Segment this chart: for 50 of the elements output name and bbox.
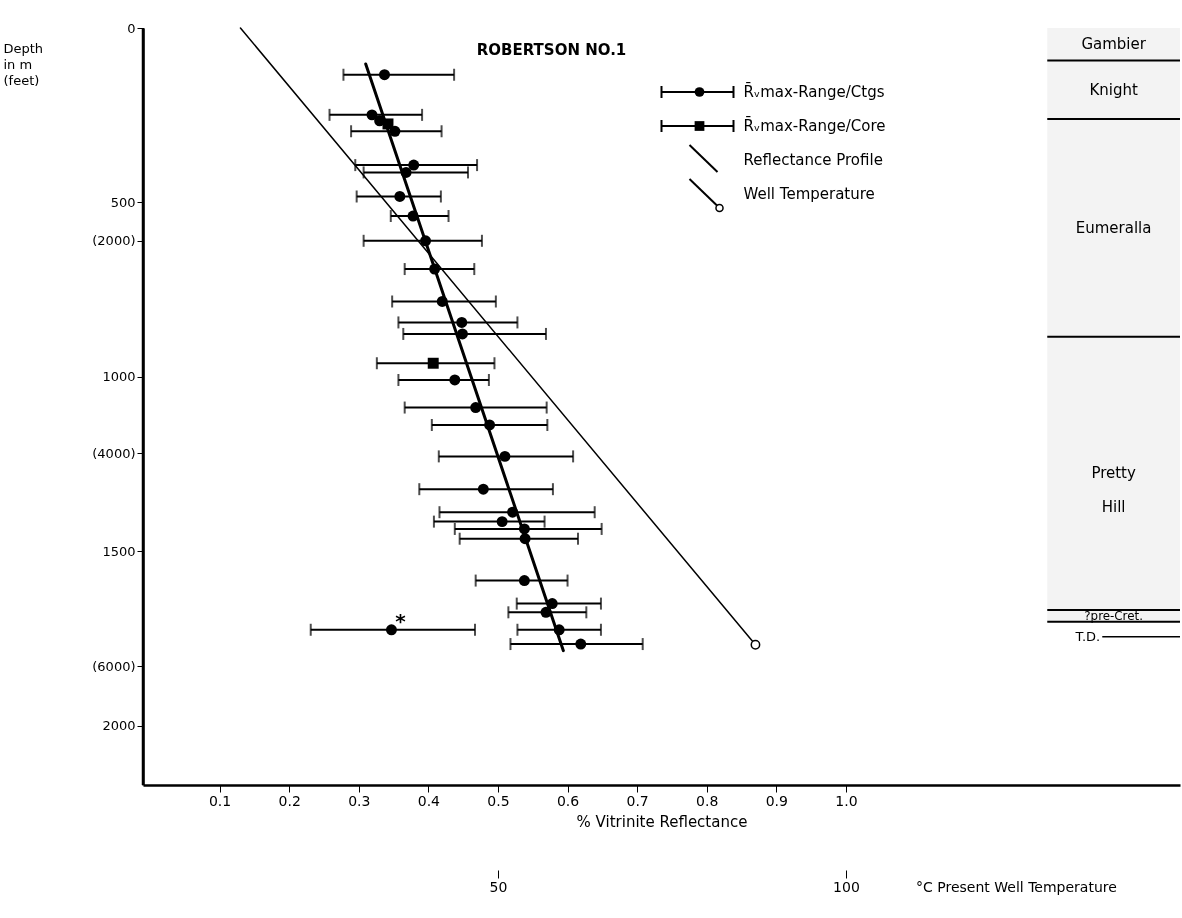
x-tick-label: 0.6 bbox=[556, 792, 580, 809]
x-tick-label: 0.1 bbox=[208, 792, 232, 809]
point bbox=[449, 374, 461, 386]
point bbox=[499, 450, 511, 462]
point bbox=[427, 357, 439, 369]
point bbox=[379, 69, 390, 81]
point bbox=[518, 575, 530, 587]
x-tick-label: 1.0 bbox=[835, 792, 858, 809]
x-tick-label: 0.8 bbox=[696, 792, 719, 809]
point bbox=[408, 159, 420, 171]
y2-axis-title: Depth in m (feet) bbox=[3, 40, 44, 88]
x-tick-label: 0.4 bbox=[417, 792, 441, 809]
legend-label: R̄ᵥmax-Range/Core bbox=[743, 116, 886, 135]
ref-line-label: T.D. bbox=[1074, 628, 1101, 644]
point bbox=[394, 191, 406, 202]
annotation: * bbox=[395, 608, 407, 633]
legend-label: Well Temperature bbox=[743, 185, 875, 203]
y-tick-label: 2000 bbox=[102, 718, 136, 734]
band-label: Pretty Hill bbox=[1091, 464, 1136, 517]
band-label: Eumeralla bbox=[1075, 218, 1152, 237]
band-label: Gambier bbox=[1081, 35, 1147, 54]
y2-tick-label: (2000) bbox=[92, 233, 136, 249]
x-tick-label: 0.2 bbox=[278, 792, 301, 809]
x2-tick-label: 100 bbox=[833, 878, 860, 895]
point bbox=[456, 328, 468, 340]
point bbox=[496, 516, 508, 528]
legend-label: Reflectance Profile bbox=[743, 151, 883, 169]
point bbox=[456, 316, 468, 328]
point bbox=[366, 109, 378, 121]
band-label: ?pre-Cret. bbox=[1084, 608, 1143, 623]
y2-tick-label: (6000) bbox=[92, 658, 136, 674]
y-tick-label: 1500 bbox=[102, 543, 136, 559]
text: ROBERTSON NO.1 bbox=[476, 41, 627, 59]
y-tick-label: 1000 bbox=[102, 369, 136, 385]
x-tick-label: 0.5 bbox=[487, 792, 510, 809]
point bbox=[470, 402, 482, 414]
x2-tick-label: 50 bbox=[489, 878, 508, 895]
point bbox=[477, 483, 489, 495]
y-tick-label: 0 bbox=[127, 20, 136, 36]
y-tick-label: 500 bbox=[110, 194, 136, 210]
x-axis-title: % Vitrinite Reflectance bbox=[576, 812, 748, 831]
point bbox=[385, 624, 397, 636]
x-tick-label: 0.3 bbox=[348, 792, 371, 809]
x2-axis-title: °C Present Well Temperature bbox=[916, 878, 1117, 895]
x-tick-label: 0.7 bbox=[626, 792, 649, 809]
x-tick-label: 0.9 bbox=[765, 792, 788, 809]
band-label: Knight bbox=[1089, 80, 1138, 99]
legend-label: R̄ᵥmax-Range/Ctgs bbox=[743, 82, 885, 101]
point bbox=[575, 638, 587, 650]
y2-tick-label: (4000) bbox=[92, 445, 136, 461]
